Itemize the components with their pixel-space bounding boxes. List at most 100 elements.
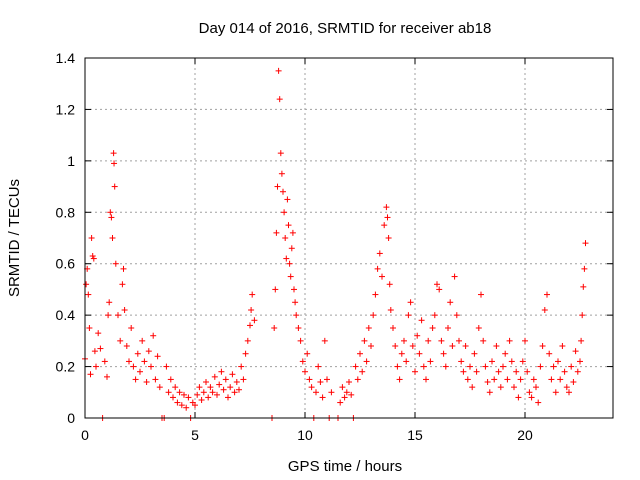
grid [85, 58, 613, 418]
data-point [460, 368, 467, 375]
data-point [570, 379, 577, 385]
y-axis-label: SRMTID / TECUs [6, 179, 23, 297]
x-tick-label: 5 [191, 427, 199, 443]
data-point [511, 384, 517, 391]
data-point [530, 376, 537, 383]
data-point [548, 376, 555, 383]
y-tick-label: 0 [67, 410, 75, 426]
data-point [251, 317, 258, 324]
x-tick-label: 10 [297, 427, 313, 443]
data-point [379, 273, 385, 280]
data-point [148, 363, 154, 370]
data-point [289, 229, 296, 236]
data-point [577, 358, 583, 365]
data-point [469, 384, 476, 391]
data-point [445, 325, 451, 331]
data-point [216, 381, 223, 388]
data-point [447, 299, 454, 306]
data-point [285, 222, 292, 229]
data-point [497, 384, 504, 391]
x-tick-label: 20 [517, 427, 533, 443]
data-point [220, 386, 227, 393]
data-point [278, 170, 285, 177]
data-point [581, 265, 588, 272]
data-point [185, 394, 192, 401]
data-point [578, 337, 585, 344]
data-point [126, 358, 132, 365]
data-point [519, 358, 526, 365]
data-point [506, 337, 513, 344]
data-point [170, 394, 176, 401]
x-axis: 0 5 10 15 20 [81, 58, 533, 443]
data-point [376, 250, 383, 257]
data-point [154, 353, 161, 360]
data-point [231, 389, 238, 396]
data-point [453, 312, 460, 319]
data-point [495, 368, 502, 375]
data-point [93, 363, 99, 370]
data-point [429, 325, 436, 331]
data-point [242, 350, 249, 357]
data-point [381, 222, 388, 229]
data-point [580, 283, 587, 290]
data-point [524, 368, 531, 375]
data-point [317, 379, 324, 385]
data-point [427, 358, 434, 365]
data-point [552, 389, 559, 396]
data-point [390, 325, 396, 331]
data-point [535, 399, 542, 406]
data-point [352, 363, 359, 370]
data-point [557, 376, 564, 383]
data-point [236, 386, 242, 393]
data-point [384, 214, 391, 221]
data-point [418, 317, 425, 324]
y-axis: 0 0.2 0.4 0.6 0.8 1 1.2 1.4 [56, 50, 613, 426]
data-point [111, 160, 118, 167]
data-point [500, 363, 506, 370]
data-point [222, 376, 229, 383]
data-point [106, 299, 113, 306]
data-point [240, 376, 247, 383]
data-point [440, 350, 447, 357]
data-point [409, 343, 416, 349]
data-point [365, 325, 372, 331]
data-point [225, 394, 231, 401]
data-point [502, 350, 509, 357]
data-point [533, 384, 539, 391]
data-point [121, 307, 128, 313]
data-point [456, 337, 462, 344]
data-point [370, 312, 377, 319]
data-point [281, 209, 288, 216]
data-point [218, 368, 225, 375]
data-point [431, 312, 438, 319]
data-point [346, 379, 352, 385]
data-point [145, 348, 152, 355]
data-point [107, 209, 114, 216]
data-point [282, 235, 289, 241]
data-point [286, 260, 293, 267]
data-point [181, 391, 187, 398]
data-point [287, 273, 294, 280]
data-point [416, 350, 423, 357]
data-point [104, 373, 110, 380]
data-point [434, 281, 440, 288]
data-point [438, 337, 445, 344]
data-point [398, 350, 405, 357]
data-point [165, 389, 172, 396]
data-point [482, 363, 489, 370]
data-point [372, 291, 379, 298]
data-point [120, 265, 127, 272]
data-point [491, 376, 498, 383]
data-point [471, 350, 478, 357]
data-point [550, 363, 557, 370]
data-point [150, 332, 157, 339]
data-point [297, 337, 304, 344]
data-point [196, 384, 203, 391]
data-point [343, 389, 350, 396]
y-tick-label: 1.2 [56, 101, 76, 117]
data-point [475, 325, 482, 331]
data-point [247, 322, 253, 329]
x-tick-label: 15 [407, 427, 423, 443]
data-point [405, 312, 412, 319]
data-point [119, 281, 126, 288]
